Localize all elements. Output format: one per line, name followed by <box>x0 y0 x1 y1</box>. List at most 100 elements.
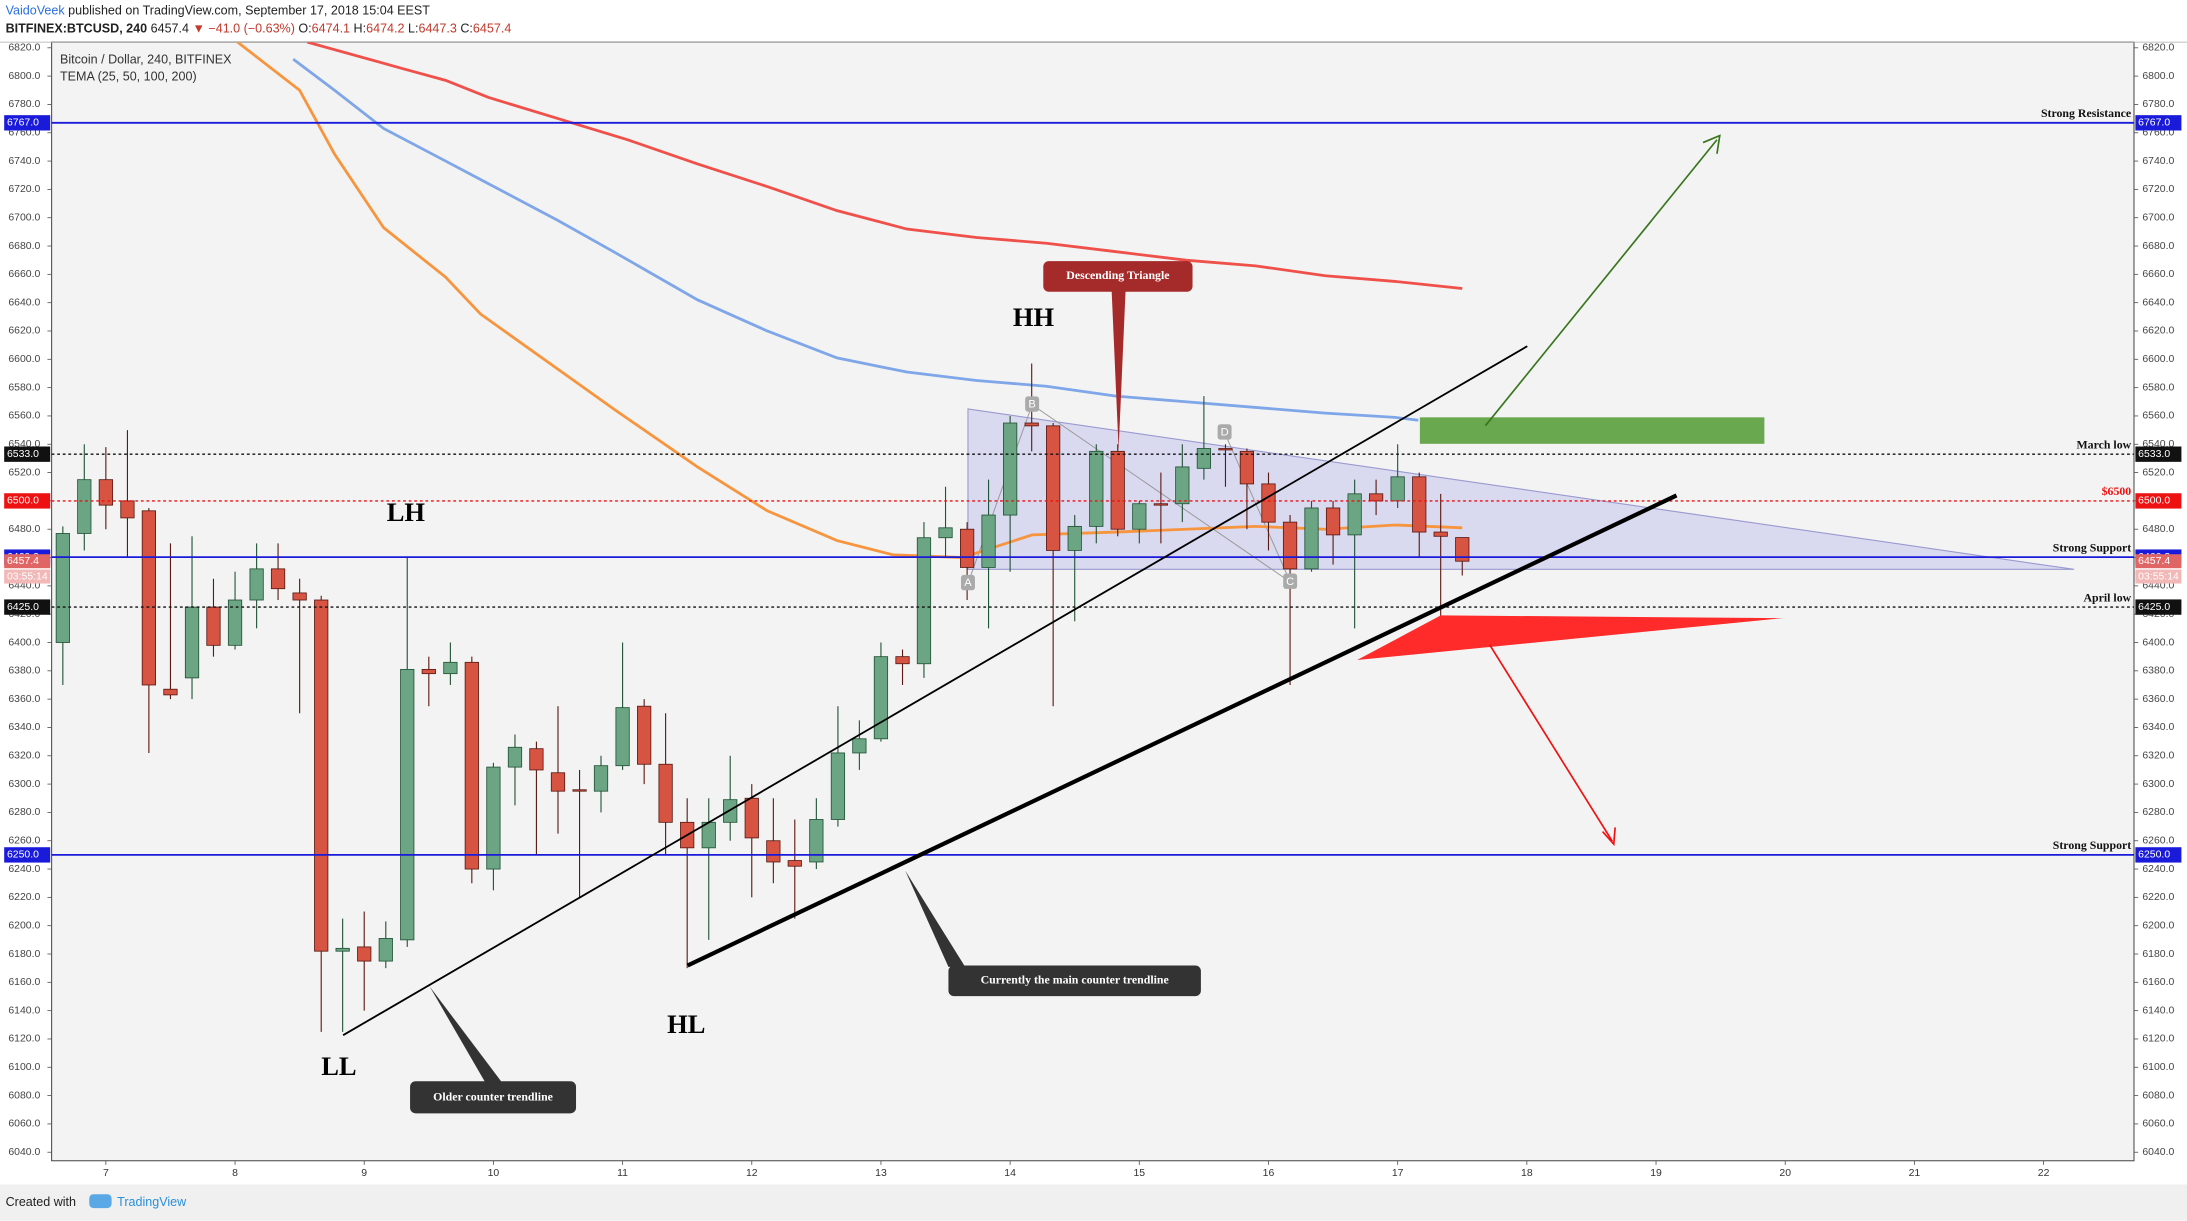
y-tick-label: 6040.0 <box>8 1147 40 1158</box>
levels-layer: Strong Resistance March low $6500 Strong Su… <box>51 106 2134 856</box>
price: 6457.4 <box>151 22 189 36</box>
candle-body <box>1347 493 1362 536</box>
y-tick-label: 6540.0 <box>8 439 40 450</box>
lh-label: LH <box>387 497 426 527</box>
candle-body <box>292 592 307 601</box>
hh-label: HH <box>1013 302 1055 332</box>
change: ▼ −41.0 (−0.63%) <box>193 22 295 36</box>
l-val: 6447.3 <box>418 22 456 36</box>
candle-body <box>550 772 566 792</box>
point-badge <box>1025 396 1040 412</box>
candle-body <box>1175 466 1190 505</box>
symbol: BITFINEX:BTCUSD, 240 <box>6 22 148 36</box>
candle-body <box>1218 448 1233 451</box>
candle-body <box>1067 525 1082 551</box>
candle-body <box>378 938 393 962</box>
author[interactable]: VaidoVeek <box>6 4 66 18</box>
level-price-label: 6250.0 <box>2138 850 2170 861</box>
o-key: O: <box>298 22 311 36</box>
y-tick-label: 6680.0 <box>2142 241 2174 252</box>
countdown-label: 03:55:14 <box>7 571 48 582</box>
candle-body <box>1024 422 1039 427</box>
candle-body <box>1196 448 1212 469</box>
tema-line <box>307 42 1463 290</box>
y-tick-label: 6440.0 <box>2142 581 2174 592</box>
y-tick-label: 6400.0 <box>2142 637 2174 648</box>
y-tick-label: 6680.0 <box>8 241 40 252</box>
breakdown-wedge <box>1357 615 1783 661</box>
level-name: $6500 <box>2102 484 2132 498</box>
level-name: March low <box>2076 438 2131 452</box>
tv-logo <box>89 1194 112 1209</box>
y-tick-label: 6820.0 <box>2142 43 2174 54</box>
y-tick-label: 6800.0 <box>8 71 40 82</box>
candle-body <box>1239 450 1255 485</box>
candle-body <box>938 527 953 539</box>
candle-body <box>98 479 113 506</box>
x-tick-label: 10 <box>488 1168 500 1179</box>
y-tick-label: 6060.0 <box>2142 1119 2174 1130</box>
callout-text: Currently the main counter trendline <box>981 973 1169 987</box>
candle-body <box>1282 521 1298 570</box>
y-tick-label: 6060.0 <box>8 1119 40 1130</box>
y-tick-label: 6400.0 <box>8 637 40 648</box>
last-price-box <box>4 554 51 569</box>
footer-brand[interactable]: TradingView <box>117 1195 187 1209</box>
level-price-box <box>4 847 51 863</box>
x-tick-label: 17 <box>1392 1168 1404 1179</box>
y-tick-label: 6760.0 <box>2142 128 2174 139</box>
level-price-label: 6500.0 <box>7 496 39 507</box>
candle-body <box>529 748 544 771</box>
x-tick-label: 20 <box>1779 1168 1791 1179</box>
y-tick-label: 6800.0 <box>2142 71 2174 82</box>
y-tick-label: 6120.0 <box>8 1034 40 1045</box>
candle-body <box>1455 537 1470 562</box>
point-badge <box>1217 424 1232 440</box>
y-tick-label: 6280.0 <box>2142 807 2174 818</box>
candle-body <box>615 707 630 767</box>
y-tick-label: 6300.0 <box>8 779 40 790</box>
candle-body <box>1412 476 1427 533</box>
candle-body <box>357 946 372 962</box>
footer-bar <box>0 1184 2187 1221</box>
x-tick-label: 9 <box>361 1168 367 1179</box>
x-tick-label: 18 <box>1521 1168 1533 1179</box>
y-tick-label: 6520.0 <box>2142 467 2174 478</box>
level-name: Strong Support <box>2053 540 2131 554</box>
level-price-box <box>2135 847 2182 863</box>
y-tick-label: 6540.0 <box>2142 439 2174 450</box>
y-tick-label: 6440.0 <box>8 581 40 592</box>
y-tick-label: 6160.0 <box>2142 977 2174 988</box>
candle-body <box>184 606 200 679</box>
candle-body <box>637 705 652 765</box>
o-val: 6474.1 <box>312 22 350 36</box>
y-tick-label: 6220.0 <box>2142 892 2174 903</box>
candle-body <box>55 533 70 643</box>
candle-body <box>895 656 910 665</box>
candle-body <box>1325 507 1341 536</box>
last-price-box <box>2135 554 2182 569</box>
y-tick-label: 6720.0 <box>2142 184 2174 195</box>
up-arrow <box>1484 139 1718 427</box>
y-tick-label: 6580.0 <box>8 382 40 393</box>
y-tick-label: 6300.0 <box>2142 779 2174 790</box>
candle-body <box>141 510 156 686</box>
y-tick-label: 6760.0 <box>8 128 40 139</box>
candle-body <box>507 746 523 768</box>
h-val: 6474.2 <box>366 22 404 36</box>
point-a: A <box>964 577 972 589</box>
candle-body <box>1433 531 1448 537</box>
h-key: H: <box>354 22 367 36</box>
y-tick-label: 6180.0 <box>8 949 40 960</box>
y-tick-label: 6620.0 <box>8 326 40 337</box>
y-tick-label: 6260.0 <box>2142 835 2174 846</box>
x-tick-label: 22 <box>2038 1168 2050 1179</box>
countdown-box <box>2135 569 2182 584</box>
y-tick-label: 6700.0 <box>8 212 40 223</box>
candle-body <box>486 766 501 870</box>
drawings-front: Descending Triangle Older counter trendl… <box>321 134 1783 1114</box>
candle-body <box>809 819 824 863</box>
candle-body <box>443 661 458 675</box>
candle-body <box>1390 476 1405 502</box>
last-price-label: 6457.4 <box>2138 556 2170 567</box>
